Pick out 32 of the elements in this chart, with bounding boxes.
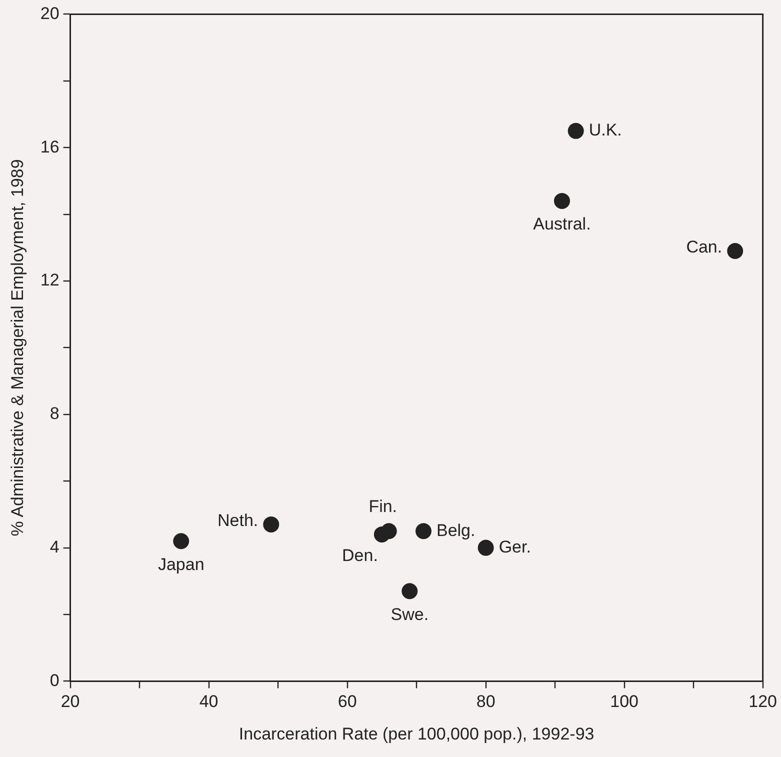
annotation: Austral. (533, 214, 591, 234)
x-tick-label: 120 (748, 692, 778, 712)
y-tick-label: 4 (50, 537, 60, 556)
y-axis-title: % Administrative & Managerial Employment, 1989 (8, 159, 27, 536)
annotation: Japan (158, 554, 204, 574)
point (478, 540, 494, 556)
annotation: Ger. (498, 537, 531, 556)
x-tick-label: 40 (199, 692, 218, 712)
annotation: Can. (686, 238, 722, 257)
point (415, 523, 432, 540)
point (727, 242, 744, 259)
x-tick-label: 60 (338, 692, 357, 712)
point (380, 523, 397, 540)
point (173, 533, 190, 550)
y-tick-label: 20 (40, 4, 60, 23)
annotation: Swe. (390, 604, 429, 624)
y-tick-label: 16 (40, 137, 60, 156)
x-tick-label: 80 (476, 692, 496, 712)
y-tick-label: 8 (50, 404, 60, 424)
annotation: Belg. (436, 520, 476, 540)
annotation: Fin. (368, 496, 398, 516)
annotation: U.K. (588, 120, 622, 140)
y-tick-label: 12 (40, 270, 60, 290)
point (554, 192, 570, 209)
x-axis-title: Incarceration Rate (per 100,000 pop.), 1992-93 (238, 724, 594, 744)
annotation: Neth. (217, 511, 258, 530)
point (568, 122, 584, 139)
point (402, 583, 418, 600)
point (263, 516, 280, 532)
annotation: Den. (342, 546, 378, 566)
x-tick-label: 100 (610, 692, 639, 712)
y-tick-label: 0 (50, 670, 60, 690)
